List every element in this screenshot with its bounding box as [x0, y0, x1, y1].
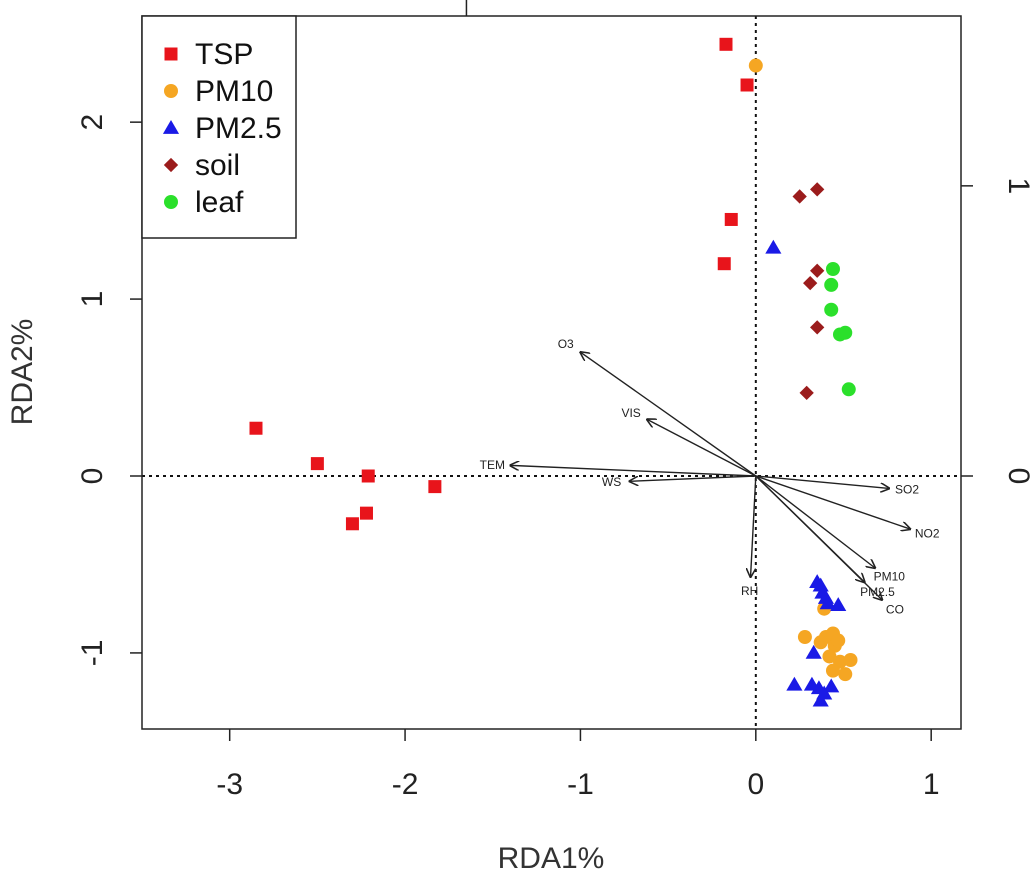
vector-label-co: CO [886, 603, 904, 617]
vector-label-pm2.5: PM2.5 [860, 585, 895, 599]
point-tsp [345, 517, 359, 531]
point-tsp [428, 480, 442, 494]
vector-arrow-co [755, 475, 882, 600]
point-leaf [838, 325, 853, 340]
data-points [249, 37, 858, 707]
point-tsp [310, 457, 324, 471]
x-tick-label: 1 [923, 768, 940, 801]
point-pm10 [813, 635, 828, 650]
y-tick-label: 1 [76, 291, 109, 308]
series-soil [792, 182, 825, 400]
point-pm25 [812, 692, 829, 707]
vector-arrow-ws [630, 475, 756, 481]
right-y-tick-label: 0 [1002, 468, 1035, 485]
vector-label-tem: TEM [480, 458, 505, 472]
point-pm25 [812, 577, 829, 592]
y-tick-label: -1 [76, 640, 109, 667]
vector-label-vis: VIS [621, 406, 640, 420]
series-leaf [824, 262, 856, 397]
point-leaf [841, 382, 856, 397]
axes: -3 -2 -1 0 1 -1 0 1 2 0 1 [76, 0, 1035, 801]
vector-label-ws: WS [602, 475, 621, 489]
point-pm10 [797, 630, 812, 644]
vector-arrow-o3 [580, 352, 757, 477]
point-soil [792, 189, 807, 204]
legend-marker-pm25 [162, 119, 180, 134]
right-y-tick-label: 1 [1002, 178, 1035, 195]
vector-label-rh: RH [741, 584, 758, 598]
point-pm10 [831, 633, 846, 648]
x-tick-label: -2 [392, 768, 419, 801]
point-soil [810, 320, 825, 335]
point-leaf [825, 262, 840, 276]
point-tsp [724, 212, 738, 226]
vector-arrow-tem [510, 465, 756, 477]
series-tsp [249, 37, 754, 531]
point-pm25 [819, 595, 836, 610]
point-pm25 [830, 597, 847, 612]
point-tsp [359, 506, 373, 520]
point-pm10 [822, 649, 837, 664]
point-leaf [824, 277, 839, 292]
point-pm10 [843, 653, 858, 667]
y-tick-label: 2 [76, 114, 109, 131]
legend-marker-tsp [164, 47, 178, 61]
point-soil [810, 182, 825, 197]
x-tick-label: -3 [216, 768, 243, 801]
point-tsp [719, 37, 733, 51]
point-soil [799, 385, 814, 400]
plot-frame [141, 15, 962, 730]
vector-arrow-so2 [755, 475, 889, 488]
legend-label-pm25: PM2.5 [195, 112, 282, 145]
vector-arrow-rh [751, 475, 757, 577]
vector-label-o3: O3 [558, 337, 574, 351]
y-axis-title: RDA2% [6, 319, 39, 426]
point-pm10 [748, 58, 763, 73]
point-pm25 [823, 678, 840, 693]
y-tick-label: 0 [76, 468, 109, 485]
point-tsp [249, 421, 263, 435]
vector-arrow-no2 [755, 475, 910, 529]
series-pm10 [748, 58, 858, 682]
point-tsp [361, 469, 375, 483]
legend-label-leaf: leaf [195, 186, 244, 219]
legend-label-pm10: PM10 [195, 75, 273, 108]
point-pm25 [786, 676, 803, 691]
legend-marker-pm10 [164, 84, 178, 98]
x-tick-label: -1 [567, 768, 594, 801]
vector-label-no2: NO2 [915, 527, 940, 541]
point-pm10 [838, 667, 853, 682]
vector-arrow-vis [647, 419, 757, 477]
x-tick-label: 0 [747, 768, 764, 801]
point-soil [810, 263, 825, 278]
point-pm25 [765, 239, 782, 254]
vector-label-pm10: PM10 [874, 570, 906, 584]
legend-label-soil: soil [195, 149, 240, 182]
point-tsp [740, 78, 754, 92]
point-pm10 [825, 663, 840, 678]
x-axis-title: RDA1% [498, 842, 605, 872]
point-pm25 [805, 644, 822, 659]
point-tsp [717, 257, 731, 271]
legend: TSP PM10 PM2.5 soil leaf [141, 15, 297, 239]
point-leaf [824, 302, 839, 317]
vector-label-so2: SO2 [895, 483, 919, 497]
vector-arrow-pm10 [755, 475, 875, 568]
legend-marker-soil [163, 157, 179, 173]
point-soil [803, 276, 818, 291]
legend-label-tsp: TSP [195, 38, 253, 71]
legend-marker-leaf [164, 195, 178, 209]
series-pm25 [765, 239, 847, 707]
